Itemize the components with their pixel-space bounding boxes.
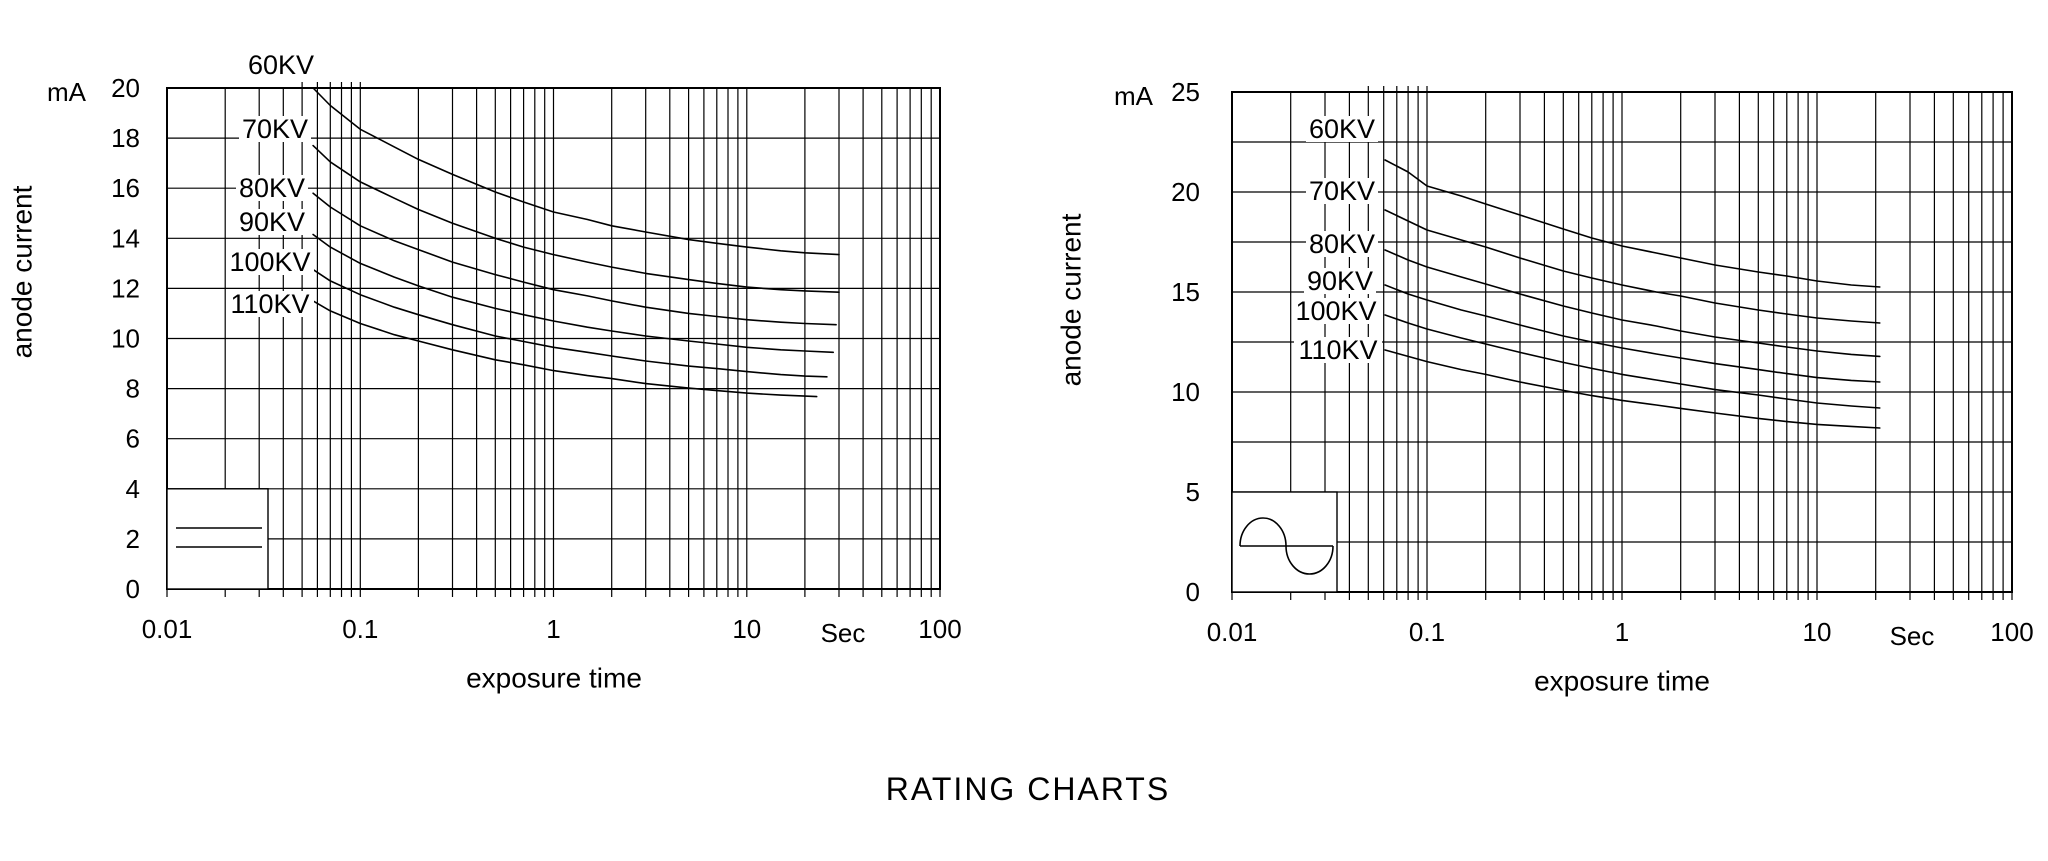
curve-label-bg (1306, 178, 1378, 204)
y-tick-label: 25 (1171, 77, 1200, 107)
y-unit-label: mA (1114, 81, 1154, 111)
y-tick-label: 5 (1186, 477, 1200, 507)
curve-80kv (312, 192, 837, 326)
x-tick-label: 100 (918, 614, 961, 644)
rating-curves (312, 87, 840, 398)
x-gridlines (1231, 86, 2013, 600)
y-tick-label: 20 (111, 73, 140, 103)
waveform-legend-box (1231, 491, 1338, 593)
curve-label-110kv: 110KV (230, 289, 309, 319)
rating-chart-dc: 60KV 70KV 80KV 90KV 100KV 110KV 0 2 4 6 8 10 12 14 16 1… (7, 50, 962, 694)
curve-label-bg (1306, 231, 1378, 257)
y-tick-label: 0 (1186, 577, 1200, 607)
y-tick-label: 4 (126, 474, 140, 504)
curve-100kv (312, 268, 828, 378)
curve-label-110kv: 110KV (1298, 335, 1377, 365)
y-tick-label: 6 (126, 424, 140, 454)
plot-frame (1231, 91, 2013, 593)
curve-label-60kv: 60KV (248, 50, 314, 80)
curve-label-bg (236, 175, 308, 201)
curve-label-bg (239, 116, 311, 142)
x-tick-label: 10 (732, 614, 761, 644)
curve-label-80kv: 80KV (239, 173, 305, 203)
curve-60kv (312, 87, 840, 256)
curve-90kv (312, 233, 835, 354)
curve-label-70kv: 70KV (242, 114, 308, 144)
rating-curves (1384, 159, 1881, 429)
y-unit-label: mA (47, 77, 87, 107)
curve-70kv (312, 144, 840, 294)
y-tick-label: 14 (111, 223, 140, 253)
x-tick-label: 1 (1615, 617, 1629, 647)
curve-label-bg (1292, 298, 1380, 324)
y-tick-label: 10 (1171, 377, 1200, 407)
curve-label-100kv: 100KV (1295, 296, 1376, 326)
curve-80kv (1384, 249, 1881, 358)
curve-110kv (1384, 349, 1881, 429)
ac-sine-waveform-icon (1239, 517, 1334, 575)
curve-label-90kv: 90KV (1307, 266, 1373, 296)
x-unit-label: Sec (821, 618, 866, 648)
x-unit-label: Sec (1890, 621, 1935, 651)
y-tick-label: 16 (111, 173, 140, 203)
curve-70kv (1384, 209, 1881, 324)
curve-60kv (1384, 159, 1881, 288)
curve-label-bg (226, 249, 314, 275)
x-tick-label: 10 (1803, 617, 1832, 647)
curve-110kv (312, 300, 818, 398)
x-tick-label: 0.1 (1409, 617, 1445, 647)
curve-label-bg (1304, 268, 1376, 294)
curve-label-60kv: 60KV (1309, 114, 1375, 144)
y-tick-label: 0 (126, 574, 140, 604)
curve-label-80kv: 80KV (1309, 229, 1375, 259)
y-tick-label: 12 (111, 273, 140, 303)
x-tick-label: 0.01 (1207, 617, 1258, 647)
curve-label-100kv: 100KV (229, 247, 310, 277)
curve-label-bg (1306, 116, 1378, 142)
waveform-legend-box (166, 488, 269, 590)
y-tick-label: 15 (1171, 277, 1200, 307)
y-tick-label: 8 (126, 374, 140, 404)
y-tick-label: 20 (1171, 177, 1200, 207)
y-tick-label: 18 (111, 123, 140, 153)
curve-label-bg (236, 209, 308, 235)
y-tick-label: 10 (111, 324, 140, 354)
x-axis-title: exposure time (466, 663, 642, 694)
x-tick-label: 0.1 (342, 614, 378, 644)
curve-label-90kv: 90KV (239, 207, 305, 237)
plot-frame (166, 87, 941, 590)
y-axis-title: anode current (7, 185, 38, 358)
x-tick-label: 1 (546, 614, 560, 644)
x-tick-label: 0.01 (142, 614, 193, 644)
y-tick-label: 2 (126, 524, 140, 554)
curve-label-bg (1294, 337, 1382, 363)
sine-curve (1239, 517, 1334, 575)
x-gridlines (166, 82, 941, 597)
y-axis-title: anode current (1056, 213, 1087, 386)
x-axis-title: exposure time (1534, 666, 1710, 697)
x-tick-label: 100 (1990, 617, 2033, 647)
curve-label-70kv: 70KV (1309, 176, 1375, 206)
dc-waveform-icon (176, 527, 262, 548)
curve-label-bg (226, 291, 314, 317)
curve-100kv (1384, 314, 1881, 409)
page-title: RATING CHARTS (886, 771, 1170, 807)
curve-90kv (1384, 284, 1881, 383)
